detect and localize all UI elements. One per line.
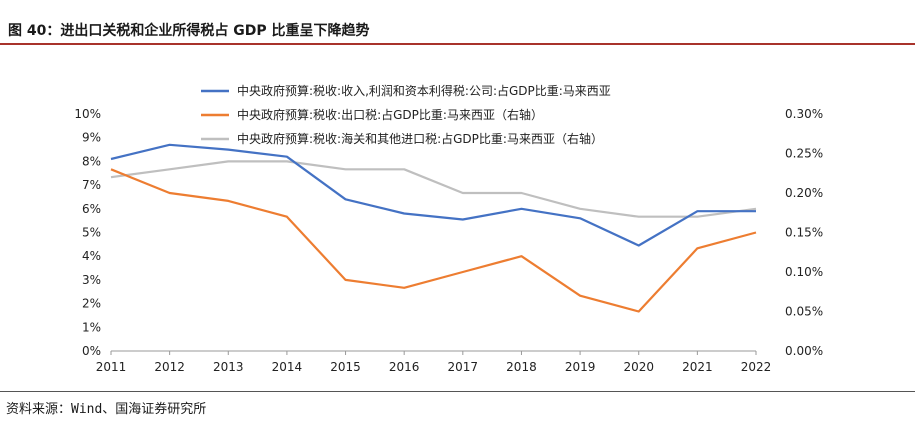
- x-tick-label: 2013: [213, 360, 244, 374]
- x-tick-label: 2022: [741, 360, 772, 374]
- figure-title: 图 40：进出口关税和企业所得税占 GDP 比重呈下降趋势: [8, 23, 370, 39]
- legend-label: 中央政府预算:税收:出口税:占GDP比重:马来西亚（右轴）: [237, 107, 543, 122]
- y-left-tick-label: 8%: [82, 154, 101, 168]
- y-right-tick-label: 0.15%: [785, 226, 823, 240]
- y-left-tick-label: 2%: [82, 297, 101, 311]
- y-right-tick-label: 0.25%: [785, 147, 823, 161]
- x-tick-label: 2016: [389, 360, 420, 374]
- series-line-2: [110, 168, 757, 313]
- chart-series: [110, 143, 757, 313]
- x-tick-label: 2019: [565, 360, 596, 374]
- x-tick-label: 2011: [96, 360, 127, 374]
- x-tick-label: 2017: [448, 360, 479, 374]
- y-left-tick-label: 10%: [74, 107, 101, 121]
- legend-label: 中央政府预算:税收:海关和其他进口税:占GDP比重:马来西亚（右轴）: [237, 131, 603, 146]
- y-left-tick-label: 9%: [82, 131, 101, 145]
- series-line-1: [110, 143, 756, 247]
- y-right-tick-label: 0.30%: [785, 107, 823, 121]
- x-tick-label: 2015: [330, 360, 361, 374]
- chart-legend: 中央政府预算:税收:收入,利润和资本利得税:公司:占GDP比重:马来西亚中央政府…: [201, 83, 611, 146]
- y-left-tick-label: 7%: [82, 178, 101, 192]
- y-right-tick-label: 0.20%: [785, 186, 823, 200]
- y-left-tick-label: 4%: [82, 249, 101, 263]
- y-left-tick-label: 3%: [82, 273, 101, 287]
- y-right-tick-label: 0.10%: [785, 265, 823, 279]
- y-left-tick-label: 0%: [82, 344, 101, 358]
- x-tick-label: 2020: [623, 360, 654, 374]
- x-tick-label: 2012: [154, 360, 185, 374]
- x-tick-label: 2018: [506, 360, 537, 374]
- series-line-3: [110, 160, 757, 218]
- source-rule: [0, 391, 915, 392]
- chart-axes: 2011 2012 2013 2014 2015 2016 2017 2018 2019 2020…: [74, 107, 823, 374]
- y-left-tick-label: 6%: [82, 202, 101, 216]
- title-rule: [0, 43, 915, 45]
- y-left-tick-label: 5%: [82, 226, 101, 240]
- y-right-tick-label: 0.00%: [785, 344, 823, 358]
- x-tick-label: 2014: [272, 360, 303, 374]
- source-note: 资料来源：Wind、国海证券研究所: [6, 402, 207, 417]
- x-tick-label: 2021: [682, 360, 713, 374]
- legend-label: 中央政府预算:税收:收入,利润和资本利得税:公司:占GDP比重:马来西亚: [237, 83, 611, 98]
- y-right-tick-label: 0.05%: [785, 305, 823, 319]
- y-left-tick-label: 1%: [82, 320, 101, 334]
